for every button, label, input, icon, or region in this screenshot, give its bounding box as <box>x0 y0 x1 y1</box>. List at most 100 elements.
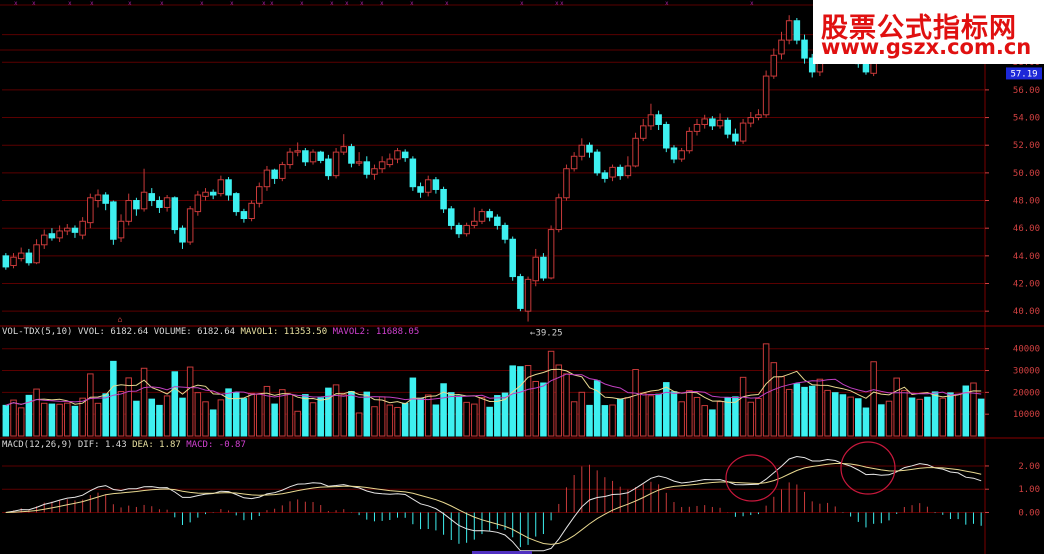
volume-bar-up <box>263 385 271 437</box>
volume-bar-up <box>901 389 908 437</box>
candle-down <box>409 158 417 188</box>
candle-down <box>209 191 217 196</box>
volume-bar-up <box>824 389 831 437</box>
dea-value: DEA: 1.87 <box>132 440 181 450</box>
candle-up <box>478 211 486 222</box>
candle-down <box>156 200 163 208</box>
candle-down <box>440 188 447 210</box>
candle-up <box>739 122 747 142</box>
volume-bar-down <box>225 388 232 437</box>
volume-bar-up <box>532 380 540 437</box>
price-tick-label: 42.00 <box>1013 280 1040 290</box>
candle-up <box>555 197 563 231</box>
volume-value: VOLUME: 6182.64 <box>153 327 236 337</box>
candle-up <box>693 123 701 132</box>
top-marker-14: x <box>380 0 384 7</box>
top-marker-17: x <box>520 0 524 7</box>
dea-line <box>5 463 982 545</box>
volume-bar-up <box>701 405 708 437</box>
candle-up <box>256 186 263 204</box>
candle-up <box>647 114 655 127</box>
volume-bar-up <box>870 361 877 437</box>
volume-bar-up <box>33 388 40 437</box>
volume-tick-label: 30000 <box>1013 367 1040 377</box>
macd-value: MACD: -0.87 <box>186 440 246 450</box>
volume-bar-up <box>954 393 962 437</box>
candle-up <box>762 75 770 116</box>
volume-bar-up <box>194 392 202 437</box>
volume-bar-up <box>386 404 394 437</box>
volume-bar-up <box>639 392 647 437</box>
candle-down <box>808 57 816 73</box>
candle-up <box>294 150 301 153</box>
candle-up <box>463 224 470 235</box>
event-marker: ⌂ <box>118 315 123 324</box>
volume-bar-down <box>601 405 609 437</box>
watermark-url: www.gszx.com.cn <box>821 35 1032 59</box>
candle-down <box>655 114 662 125</box>
highlight-circle-2 <box>840 441 896 495</box>
volume-bar-down <box>156 404 163 437</box>
candle-up <box>770 54 778 77</box>
volume-bar-up <box>624 397 632 437</box>
candle-up <box>578 144 586 157</box>
macd-tick-label: 1.00 <box>1018 485 1040 495</box>
volume-bar-down <box>801 386 808 437</box>
volume-bar-down <box>171 371 179 437</box>
volume-bar-up <box>163 395 171 437</box>
candle-up <box>785 20 793 41</box>
candle-up <box>186 208 194 243</box>
mavol2-line <box>5 373 982 406</box>
candle-up <box>56 230 63 239</box>
volume-bar-down <box>670 391 678 437</box>
mavol1-line <box>5 368 982 406</box>
volume-bar-down <box>348 391 355 437</box>
volume-bar-up <box>816 378 824 437</box>
macd-tick-label: 2.00 <box>1018 462 1040 472</box>
candle-up <box>371 168 378 175</box>
candle-down <box>862 63 870 73</box>
volume-bar-down <box>240 398 248 437</box>
candle-down <box>732 133 739 142</box>
candle-up <box>355 161 363 164</box>
volume-bar-up <box>294 410 301 437</box>
volume-bar-up <box>478 397 486 437</box>
volume-bar-down <box>25 394 33 437</box>
volume-bar-up <box>256 393 263 437</box>
candle-up <box>40 234 48 246</box>
volume-bar-up <box>716 401 724 437</box>
volume-bar-up <box>217 399 225 437</box>
volume-bar-down <box>417 397 424 437</box>
candle-up <box>471 220 478 226</box>
candle-up <box>286 151 294 166</box>
top-marker-16: x <box>445 0 449 7</box>
candle-up <box>279 164 286 179</box>
macd-tick-label: 0.00 <box>1018 508 1040 518</box>
volume-bar-down <box>839 394 847 437</box>
candle-down <box>517 276 524 309</box>
candle-down <box>133 200 140 210</box>
vol-indicator-name[interactable]: VOL-TDX(5,10) <box>2 327 73 337</box>
volume-bar-down <box>409 377 417 437</box>
candle-down <box>494 216 501 226</box>
price-tick-label: 48.00 <box>1013 197 1040 207</box>
candle-up <box>632 137 639 167</box>
volume-bar-up <box>10 399 17 437</box>
macd-indicator-name[interactable]: MACD(12,26,9) <box>2 440 73 450</box>
candle-down <box>540 256 547 279</box>
volume-bar-up <box>647 395 655 437</box>
candle-up <box>163 197 171 208</box>
candle-up <box>64 227 71 232</box>
volume-bar-up <box>64 402 71 437</box>
candle-up <box>747 117 755 124</box>
volume-bar-down <box>908 397 916 437</box>
candle-down <box>432 179 440 190</box>
candle-up <box>248 202 255 220</box>
volume-bar-up <box>778 376 785 437</box>
volume-bar-down <box>401 402 409 437</box>
candle-up <box>394 150 401 160</box>
candle-up <box>263 169 271 188</box>
dif-value: DIF: 1.43 <box>77 440 127 450</box>
